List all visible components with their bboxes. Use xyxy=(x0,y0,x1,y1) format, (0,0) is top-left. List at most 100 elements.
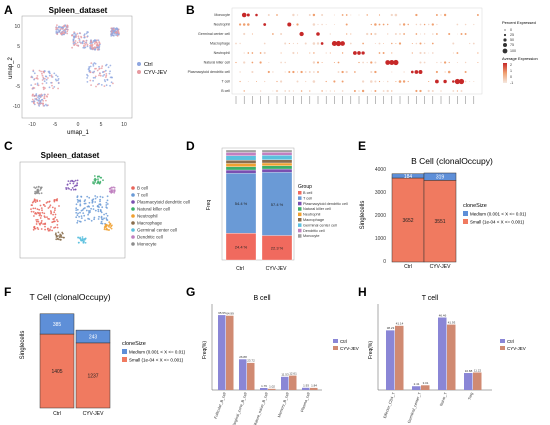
umap-point xyxy=(55,30,58,32)
panel-b-dot xyxy=(415,13,418,17)
umap-point xyxy=(80,195,82,198)
umap-point xyxy=(58,236,61,239)
umap-point xyxy=(58,235,60,237)
umap-point xyxy=(80,35,82,38)
panel-b-dot xyxy=(337,61,340,64)
umap-point xyxy=(31,98,34,101)
pct-dot xyxy=(503,43,507,47)
umap-point xyxy=(59,29,62,32)
bar xyxy=(421,385,430,390)
umap-point xyxy=(82,212,85,215)
umap-point xyxy=(48,86,51,89)
umap-point xyxy=(56,219,58,221)
panel-c-title: Spleen_dataset xyxy=(41,151,100,160)
panel-f-cat-ctrl: Ctrl xyxy=(53,411,61,417)
panel-b-dot xyxy=(402,80,406,83)
bar xyxy=(226,315,234,390)
umap-point xyxy=(75,33,77,36)
bar-value-label: 65.55 xyxy=(218,311,226,315)
umap-point xyxy=(39,217,42,219)
umap-point xyxy=(50,75,53,78)
umap-point xyxy=(109,84,111,87)
bar-value-label: 10.88 xyxy=(465,369,473,373)
panel-b-dot xyxy=(235,61,237,64)
pct-level: 50 xyxy=(510,38,514,42)
umap-point xyxy=(42,70,45,73)
umap-point xyxy=(58,25,60,28)
panel-e-ytick: 4000 xyxy=(375,167,386,173)
umap-point xyxy=(44,75,47,78)
umap-point xyxy=(95,178,97,181)
panel-b-dot xyxy=(386,33,389,35)
panel-b-dot xyxy=(292,13,295,17)
umap-point xyxy=(116,35,119,37)
panel-b-dot xyxy=(345,70,348,74)
panel-e-ytick: 2000 xyxy=(375,213,386,219)
umap-point xyxy=(92,47,95,50)
umap-point xyxy=(113,34,115,37)
umap-point xyxy=(97,39,100,42)
panel-b-dot xyxy=(423,52,426,54)
umap-point xyxy=(83,214,86,217)
umap-point xyxy=(83,33,86,35)
panel-b-dot xyxy=(378,14,381,16)
panel-b-dot xyxy=(284,61,286,64)
umap-point xyxy=(94,197,97,200)
umap-point xyxy=(46,104,48,107)
bar-medium xyxy=(39,313,75,335)
bar-small xyxy=(75,342,111,409)
bar-small-label: 3551 xyxy=(434,219,445,225)
bar xyxy=(473,372,482,390)
umap-point xyxy=(104,80,107,83)
umap-point xyxy=(92,182,94,185)
bar xyxy=(438,317,447,390)
umap-point xyxy=(33,215,35,217)
panel-b-dot xyxy=(272,71,274,73)
panel-b-dot xyxy=(436,61,438,64)
umap-point xyxy=(109,223,111,225)
umap-point xyxy=(106,214,109,217)
panel-d-segment xyxy=(261,168,293,173)
panel-d-legend-swatch xyxy=(298,212,302,217)
panel-b-row-label: B cell xyxy=(221,89,230,93)
umap-point xyxy=(106,78,109,81)
umap-point xyxy=(89,46,92,49)
umap-point xyxy=(87,217,89,220)
panel-f-bars: 1405 385 1237 243 xyxy=(39,313,111,409)
umap-point xyxy=(94,201,97,203)
umap-point xyxy=(93,175,96,177)
panel-b-dot xyxy=(374,42,376,45)
panel-e-cat-ctrl: Ctrl xyxy=(404,264,412,270)
umap-point xyxy=(77,212,79,215)
umap-point xyxy=(113,189,116,191)
umap-point xyxy=(115,27,117,30)
bar-value-label: 3.01 xyxy=(423,381,429,385)
panel-b-dot xyxy=(316,32,320,36)
bar xyxy=(281,376,289,390)
panel-b-dot xyxy=(251,61,254,64)
panel-b-dot xyxy=(431,33,434,35)
umap-point xyxy=(31,201,34,204)
umap-point xyxy=(76,221,79,224)
panel-c-legend-swatch xyxy=(131,193,135,197)
umap-point xyxy=(47,93,49,96)
umap-point xyxy=(105,212,108,215)
panel-a-legend-ctrl: Ctrl xyxy=(144,62,153,68)
umap-point xyxy=(76,196,79,199)
umap-point xyxy=(56,224,59,226)
umap-point xyxy=(41,209,43,212)
panel-b-dot xyxy=(444,71,446,73)
bar xyxy=(395,325,404,390)
umap-point xyxy=(87,68,90,71)
panel-b-dot xyxy=(456,33,458,35)
umap-point xyxy=(42,86,45,89)
panel-b-dot xyxy=(280,52,282,54)
category-label: Marginal_zone_B_cell xyxy=(231,392,248,425)
bar-medium xyxy=(75,329,111,344)
panel-b-dot xyxy=(361,51,365,55)
umap-point xyxy=(73,185,76,188)
umap-point xyxy=(80,209,83,212)
umap-point xyxy=(43,212,46,215)
panel-d-legend-swatch xyxy=(298,228,302,233)
umap-point xyxy=(43,95,46,98)
